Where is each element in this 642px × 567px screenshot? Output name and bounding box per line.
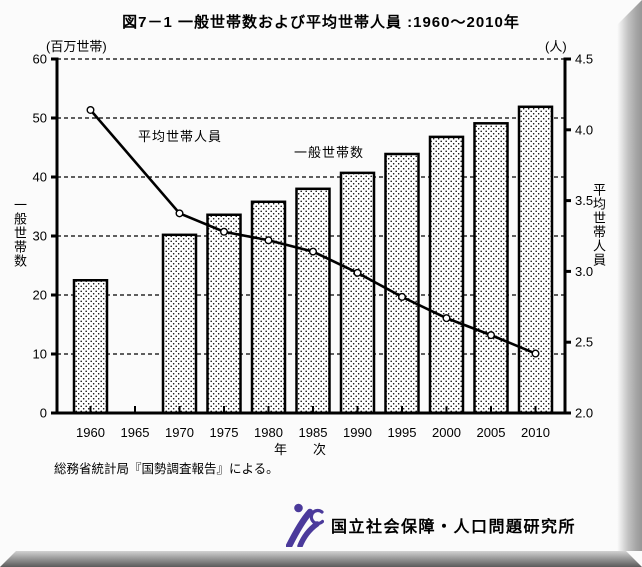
right-tick-label-4.0: 4.0 xyxy=(575,122,593,137)
bar-series-label: 一般世帯数 xyxy=(294,145,365,160)
left-tick-label-60: 60 xyxy=(33,52,47,67)
right-tick-label-2.0: 2.0 xyxy=(575,406,593,421)
x-tick-label-1980: 1980 xyxy=(254,425,283,440)
bevel-right-edge xyxy=(617,0,642,551)
footer: 国立社会保障・人口問題研究所 xyxy=(286,502,576,548)
left-tick-label-0: 0 xyxy=(40,406,47,421)
right-tick-label-3.0: 3.0 xyxy=(575,264,593,279)
bar-1975 xyxy=(206,213,242,415)
bevel-bottom-edge xyxy=(0,551,642,567)
line-marker-1960 xyxy=(86,105,95,114)
bar-1995 xyxy=(384,152,420,415)
line-marker-2000 xyxy=(442,314,451,323)
left-tick-label-20: 20 xyxy=(33,288,47,303)
left-axis-unit: (百万世帯) xyxy=(46,39,107,54)
left-tick-label-10: 10 xyxy=(33,347,47,362)
x-tick-label-1975: 1975 xyxy=(210,425,239,440)
bar-2005 xyxy=(473,122,509,415)
line-marker-1975 xyxy=(219,227,228,236)
x-tick-label-2000: 2000 xyxy=(432,425,461,440)
line-marker-1980 xyxy=(264,236,273,245)
x-tick-label-2010: 2010 xyxy=(521,425,550,440)
line-marker-1990 xyxy=(353,268,362,277)
line-marker-1970 xyxy=(175,209,184,218)
x-tick-label-1970: 1970 xyxy=(165,425,194,440)
right-tick-label-3.5: 3.5 xyxy=(575,193,593,208)
x-tick-label-1985: 1985 xyxy=(299,425,328,440)
page-title: 図7－1 一般世帯数および平均世帯人員 :1960～2010年 xyxy=(122,14,520,31)
x-axis-title: 年 次 xyxy=(273,442,326,457)
right-tick-label-4.5: 4.5 xyxy=(575,52,593,67)
right-axis-title: 平均世帯人員 xyxy=(591,183,606,267)
line-marker-2005 xyxy=(487,331,496,340)
right-axis-unit: (人) xyxy=(545,39,567,54)
x-tick-label-2005: 2005 xyxy=(477,425,506,440)
x-tick-label-1965: 1965 xyxy=(121,425,150,440)
combo-chart-plot: 0 10 20 30 40 50 60 2.0 2.5 3.0 3.5 4.0 4.5 1960 1965 1… xyxy=(33,52,594,441)
bar-1970 xyxy=(161,233,198,415)
line-marker-2010 xyxy=(531,349,540,358)
left-tick-label-40: 40 xyxy=(33,170,47,185)
bar-1960 xyxy=(72,279,109,415)
institute-logo-icon xyxy=(286,503,324,547)
line-series-label: 平均世帯人員 xyxy=(138,129,223,144)
left-axis-title: 一般世帯数 xyxy=(12,198,27,268)
left-tick-label-50: 50 xyxy=(33,111,47,126)
bar-1990 xyxy=(339,171,376,415)
line-marker-1985 xyxy=(309,247,318,256)
bar-1980 xyxy=(250,200,287,415)
bar-1985 xyxy=(295,187,331,415)
source-note: 総務省統計局『国勢調査報告』による。 xyxy=(54,462,279,476)
line-marker-1995 xyxy=(398,292,407,301)
line-series-path xyxy=(89,109,536,355)
bar-2010 xyxy=(517,105,554,415)
x-tick-label-1960: 1960 xyxy=(76,425,105,440)
left-tick-label-30: 30 xyxy=(33,229,47,244)
x-tick-label-1995: 1995 xyxy=(388,425,417,440)
institute-name: 国立社会保障・人口問題研究所 xyxy=(331,519,577,536)
right-tick-label-2.5: 2.5 xyxy=(575,335,593,350)
x-tick-label-1990: 1990 xyxy=(343,425,372,440)
bar-2000 xyxy=(428,135,465,415)
